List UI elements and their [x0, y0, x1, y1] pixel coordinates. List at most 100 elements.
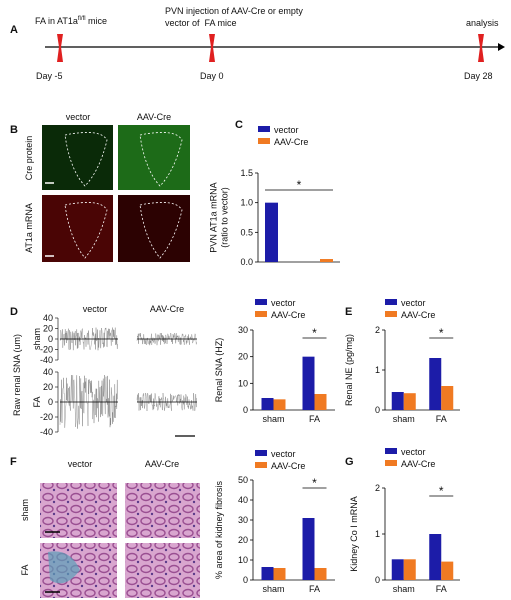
panel-label: F [10, 456, 17, 468]
micrograph [42, 195, 113, 262]
bar [441, 386, 454, 410]
legend-swatch [385, 448, 397, 454]
legend-swatch [385, 311, 397, 317]
legend-label: AAV-Cre [401, 459, 435, 469]
legend-label: AAV-Cre [401, 310, 435, 320]
bar [302, 518, 315, 580]
y-tick-label: 1 [375, 365, 380, 375]
y-axis-label: % area of kidney fibrosis [214, 480, 224, 579]
y-tick-label: 20 [43, 382, 53, 392]
column-label: vector [68, 459, 93, 469]
y-tick-label: 0 [48, 334, 53, 344]
histology [125, 483, 200, 538]
significance-mark: * [312, 326, 317, 340]
micrograph [118, 125, 190, 190]
y-tick-label: 20 [43, 324, 53, 334]
panel-label: B [10, 124, 18, 136]
legend-swatch [255, 450, 267, 456]
fibrosis-stain [48, 551, 80, 584]
y-tick-label: 40 [238, 495, 248, 505]
nerve-trace [136, 392, 197, 412]
y-axis-label: Raw renal SNA (um) [12, 334, 22, 416]
legend-swatch [258, 126, 270, 132]
column-label: AAV-Cre [145, 459, 179, 469]
bar [314, 394, 327, 410]
bar [391, 559, 404, 580]
y-tick-label: 30 [238, 325, 248, 335]
significance-mark: * [439, 484, 444, 498]
legend-label: vector [274, 125, 299, 135]
injection-label: vector of FA mice [165, 18, 237, 28]
x-tick-label: FA [436, 414, 447, 424]
bar [302, 356, 315, 410]
pvn-outline [64, 132, 183, 259]
injection-label: PVN injection of AAV-Cre or empty [165, 6, 303, 16]
bar [261, 398, 274, 410]
bar [403, 393, 416, 410]
panel-label: A [10, 24, 18, 36]
legend-label: vector [271, 298, 296, 308]
day-label: Day 28 [464, 71, 493, 81]
row-label: FA [32, 396, 42, 407]
histology [40, 483, 117, 538]
y-tick-label: -20 [40, 412, 53, 422]
y-tick-label: 20 [238, 535, 248, 545]
bar [261, 567, 274, 580]
legend-swatch [385, 299, 397, 305]
bar [273, 399, 286, 410]
significance-mark: * [439, 326, 444, 340]
bar [273, 568, 286, 580]
nerve-trace [136, 332, 197, 346]
y-tick-label: 1 [375, 529, 380, 539]
y-tick-label: 10 [238, 378, 248, 388]
y-tick-label: 40 [43, 313, 53, 323]
arrow-head [498, 43, 505, 51]
bar [429, 534, 442, 580]
panel-label: E [345, 306, 352, 318]
legend-label: vector [401, 298, 426, 308]
y-tick-label: 2 [375, 325, 380, 335]
bar [441, 561, 454, 580]
micrograph [42, 125, 113, 190]
y-tick-label: 2 [375, 483, 380, 493]
y-tick-label: 10 [238, 555, 248, 565]
row-label: sham [32, 328, 42, 350]
row-label: FA [20, 564, 30, 575]
day-label: Day 0 [200, 71, 224, 81]
y-tick-label: 50 [238, 475, 248, 485]
end-label: analysis [466, 18, 499, 28]
bar [265, 202, 278, 262]
y-axis-label: Renal SNA (HZ) [214, 338, 224, 403]
x-tick-label: FA [436, 584, 447, 594]
bar [391, 392, 404, 410]
significance-mark: * [312, 476, 317, 490]
y-tick-label: 20 [238, 352, 248, 362]
bar [314, 568, 327, 580]
y-tick-label: 0.0 [240, 257, 253, 267]
histology [125, 543, 200, 598]
y-tick-label: -40 [40, 355, 53, 365]
y-tick-label: 0 [375, 405, 380, 415]
y-axis-label: (ratio to vector) [220, 187, 230, 248]
x-tick-label: sham [393, 414, 415, 424]
legend-swatch [385, 460, 397, 466]
row-label: Cre protein [24, 136, 34, 181]
time-markers [57, 34, 484, 62]
scale-bar [45, 182, 54, 257]
y-tick-label: 30 [238, 515, 248, 525]
y-tick-label: 0 [375, 575, 380, 585]
y-tick-label: 0 [243, 405, 248, 415]
legend-label: AAV-Cre [274, 137, 308, 147]
pre-label: FA in AT1afl/fl mice [35, 16, 107, 26]
pre-tail: mice [86, 16, 108, 26]
micrograph [118, 195, 190, 262]
day-label: Day -5 [36, 71, 63, 81]
panel-label: D [10, 306, 18, 318]
y-axis-label: Kidney Co I mRNA [349, 496, 359, 572]
bar [429, 358, 442, 410]
row-label: sham [20, 499, 30, 521]
x-tick-label: FA [309, 414, 320, 424]
x-tick-label: sham [393, 584, 415, 594]
y-axis-label: PVN AT1a mRNA [209, 182, 219, 252]
